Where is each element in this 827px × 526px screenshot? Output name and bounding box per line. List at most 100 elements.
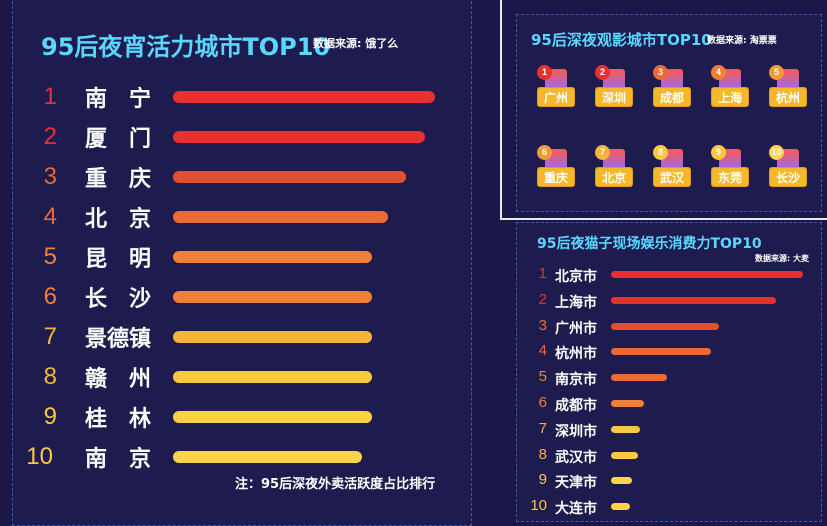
rank-badge: 6: [537, 145, 552, 160]
city-label: 上海市: [555, 294, 597, 311]
city-label: 深圳市: [555, 423, 597, 440]
city-label: 杭州: [769, 87, 807, 107]
bar: [611, 477, 633, 485]
bar: [611, 296, 777, 304]
city-badge: 重庆 6: [537, 145, 577, 189]
rank-number: 9: [43, 403, 57, 430]
city-label: 北 京: [85, 207, 152, 232]
bar: [611, 374, 667, 382]
source-label: 数据来源:: [707, 36, 747, 46]
data-source: 数据来源: 大麦: [755, 253, 809, 264]
rank-number: 10: [26, 443, 53, 470]
bar: [173, 131, 425, 143]
rank-number: 6: [43, 283, 57, 310]
nightsnack-city-chart: 95后夜宵活力城市TOP10 数据来源: 饿了么 1 南 宁 2 厦 门 3 重 庆 4 北 …: [12, 0, 472, 526]
city-label: 北京: [595, 167, 633, 187]
bar: [611, 425, 640, 433]
city-label: 南 京: [85, 447, 152, 472]
city-label: 赣 州: [85, 367, 152, 392]
rank-badge: 2: [595, 65, 610, 80]
night-entertainment-chart: 95后夜猫子现场娱乐消费力TOP10 数据来源: 大麦 1 北京市 2 上海市 3 广州市…: [516, 222, 822, 522]
rank-number: 10: [530, 497, 547, 515]
rank-number: 7: [538, 419, 547, 437]
rank-number: 3: [43, 163, 57, 190]
data-source: 数据来源: 饿了么: [313, 35, 398, 51]
city-badge: 武汉 8: [653, 145, 693, 189]
city-label: 武汉市: [555, 449, 597, 466]
city-label: 重 庆: [85, 167, 152, 192]
bar: [173, 451, 362, 463]
rank-number: 7: [43, 323, 57, 350]
city-label: 昆 明: [85, 247, 152, 272]
rank-badge: 9: [711, 145, 726, 160]
rank-number: 2: [43, 123, 57, 150]
source-label: 数据来源:: [755, 254, 791, 263]
bar: [173, 371, 373, 383]
bar: [173, 291, 373, 303]
rank-number: 5: [538, 368, 547, 386]
city-label: 广州: [537, 87, 575, 107]
taopiaopiao-logo: 淘票票: [749, 36, 777, 46]
city-badge: 上海 4: [711, 65, 751, 109]
bar: [611, 400, 644, 407]
chart-note: 注：95后深夜外卖活跃度占比排行: [235, 477, 436, 492]
bar: [173, 171, 407, 183]
city-label: 杭州市: [555, 346, 597, 363]
city-label: 长 沙: [85, 287, 152, 312]
rank-badge: 5: [769, 65, 784, 80]
chart-title: 95后夜宵活力城市TOP10: [41, 33, 331, 61]
city-label: 天津市: [555, 475, 597, 492]
city-badge: 长沙 10: [769, 145, 809, 189]
city-label: 东莞: [711, 167, 749, 187]
city-badge: 深圳 2: [595, 65, 635, 109]
city-badge: 北京 7: [595, 145, 635, 189]
city-label: 北京市: [555, 269, 597, 285]
rank-badge: 1: [537, 65, 552, 80]
city-badge: 杭州 5: [769, 65, 809, 109]
bar: [611, 451, 638, 459]
chart-title: 95后深夜观影城市TOP10: [531, 31, 712, 49]
city-label: 厦 门: [85, 127, 152, 152]
rank-number: 8: [538, 445, 547, 463]
city-label: 长沙: [769, 167, 807, 187]
city-label: 南 宁: [85, 87, 152, 112]
city-label: 武汉: [653, 167, 691, 187]
bar: [173, 91, 435, 103]
rank-number: 8: [43, 363, 57, 390]
rank-badge: 3: [653, 65, 668, 80]
rank-number: 1: [43, 83, 57, 110]
rank-number: 6: [538, 394, 547, 411]
city-label: 大连市: [555, 501, 597, 518]
city-badge: 成都 3: [653, 65, 693, 109]
rank-number: 4: [43, 203, 57, 230]
bar: [611, 503, 631, 511]
rank-badge: 7: [595, 145, 610, 160]
city-label: 重庆: [537, 167, 575, 187]
bar: [611, 271, 803, 278]
rank-number: 9: [538, 471, 547, 489]
bar: [173, 331, 373, 343]
city-badge: 广州 1: [537, 65, 577, 109]
rank-number: 3: [538, 316, 547, 334]
city-label: 广州市: [555, 320, 597, 337]
bar: [173, 211, 388, 223]
vertical-divider: [500, 0, 502, 220]
data-source: 数据来源: 淘票票: [707, 33, 777, 46]
bar: [611, 322, 719, 330]
city-label: 深圳: [595, 87, 633, 107]
rank-number: 4: [538, 342, 547, 360]
bar: [173, 251, 373, 263]
damai-logo: 大麦: [793, 254, 809, 263]
city-label: 成都市: [555, 398, 597, 414]
rank-badge: 8: [653, 145, 668, 160]
source-label: 数据来源:: [313, 37, 362, 50]
city-label: 成都: [653, 87, 691, 107]
rank-badge: 4: [711, 65, 726, 80]
rank-number: 1: [538, 265, 547, 282]
city-label: 桂 林: [85, 407, 152, 432]
bar: [611, 348, 711, 356]
rank-badge: 10: [769, 145, 784, 160]
rank-number: 2: [538, 290, 547, 308]
bar: [173, 411, 373, 423]
rank-number: 5: [43, 243, 57, 270]
